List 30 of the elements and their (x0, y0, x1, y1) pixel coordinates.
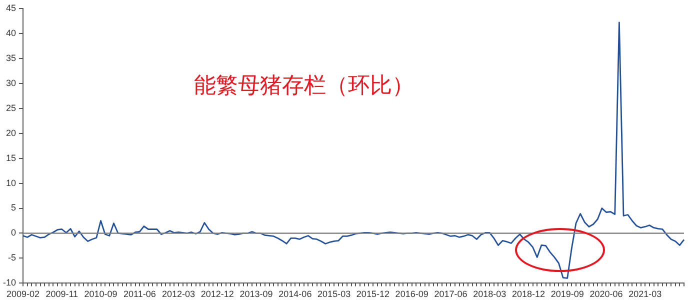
x-tick-label: 2019-09 (550, 289, 584, 300)
x-tick-label: 2012-12 (200, 289, 234, 300)
x-tick-label: 2013-09 (240, 289, 273, 300)
x-tick-label: 2015-12 (356, 289, 390, 300)
y-tick-label: 40 (6, 28, 16, 38)
x-tick-label: 2011-06 (123, 289, 156, 300)
x-tick-label: 2020-06 (590, 289, 623, 300)
x-tick-label: 2010-09 (84, 289, 118, 300)
x-tick-label: 2014-06 (278, 289, 312, 300)
x-tick-label: 2012-03 (162, 289, 196, 300)
x-tick-label: 2021-03 (628, 289, 662, 300)
text: 能繁母猪存栏（环比） (194, 73, 414, 98)
y-tick-label: -10 (2, 278, 16, 288)
x-tick-label: 2018-03 (473, 289, 506, 300)
y-tick-label: 5 (10, 202, 16, 213)
y-tick-label: 30 (6, 78, 16, 88)
x-tick-label: 2009-02 (6, 289, 40, 300)
y-tick-label: 25 (6, 102, 16, 113)
x-tick-label: 2015-03 (318, 289, 351, 300)
x-tick-label: 2018-12 (512, 289, 545, 300)
y-tick-label: 0 (10, 228, 16, 238)
y-tick-label: 20 (6, 128, 16, 138)
y-tick-label: -5 (8, 252, 16, 263)
x-tick-label: 2009-11 (46, 289, 78, 300)
y-tick-label: 15 (6, 152, 16, 163)
x-tick-label: 2017-06 (434, 289, 468, 300)
x-tick-label: 2016-09 (395, 289, 428, 300)
y-tick-label: 45 (6, 2, 16, 13)
y-tick-label: 35 (6, 52, 16, 63)
y-tick-label: 10 (6, 178, 16, 188)
